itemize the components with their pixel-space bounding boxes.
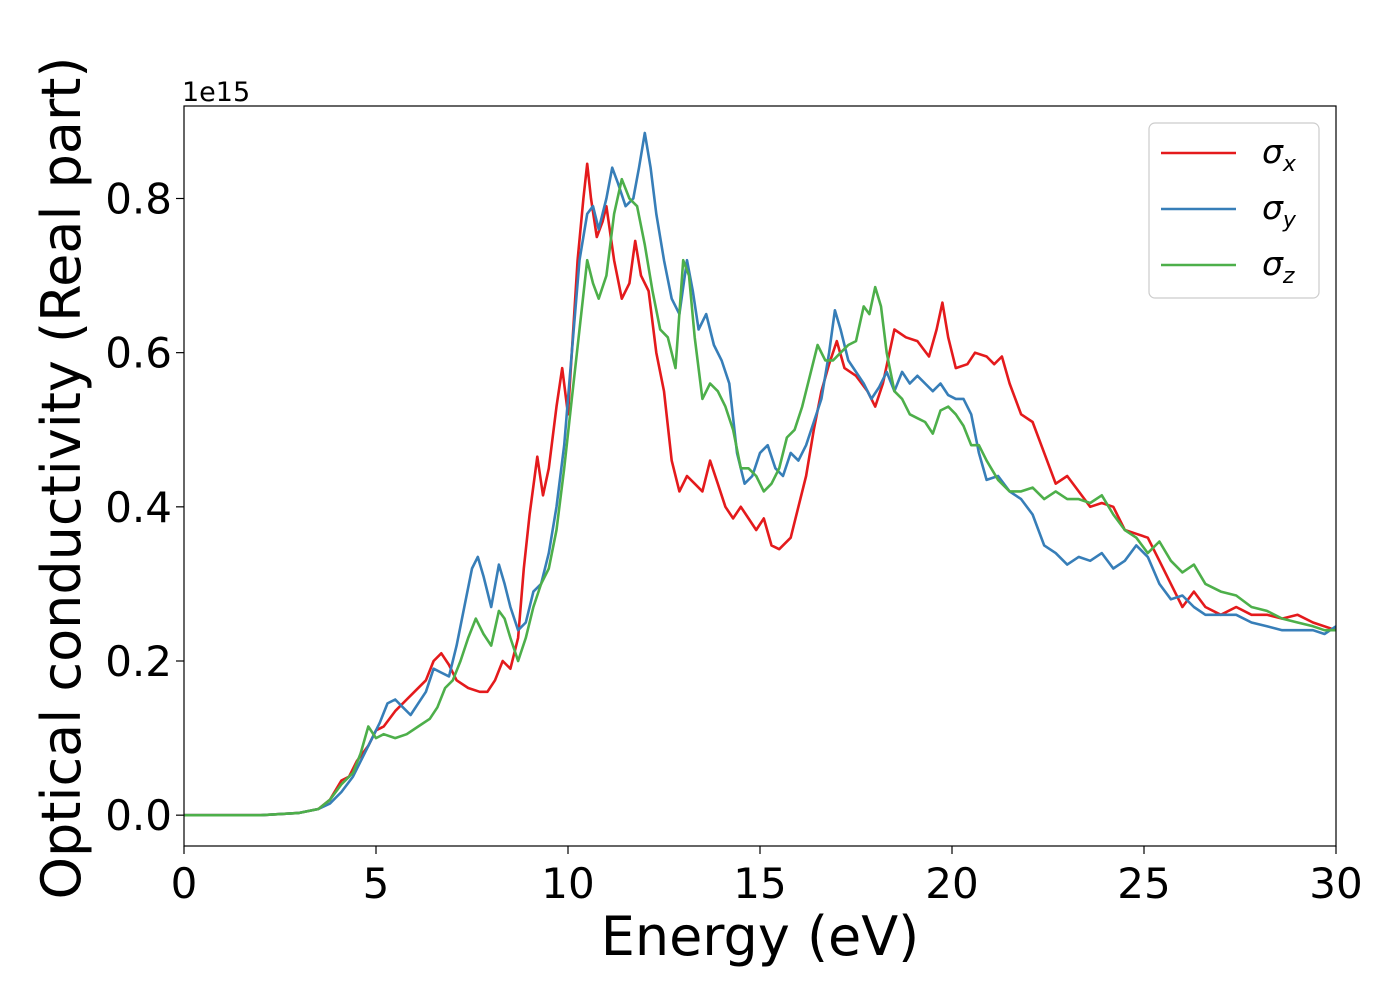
x-tick-label: 25 xyxy=(1117,859,1170,908)
y-axis-ticks: 0.0 0.2 0.4 0.6 0.8 xyxy=(105,175,184,840)
legend-box xyxy=(1148,122,1320,299)
y-offset-label: 1e15 xyxy=(182,77,250,108)
y-tick-label: 0.6 xyxy=(105,329,172,378)
legend-label-y: σy xyxy=(1262,188,1297,233)
x-tick-label: 20 xyxy=(925,859,978,908)
legend-label-x: σx xyxy=(1262,132,1297,177)
y-tick-label: 0.0 xyxy=(105,791,172,840)
x-tick-label: 0 xyxy=(171,859,198,908)
legend-label-z: σz xyxy=(1262,244,1295,289)
series-layer xyxy=(184,131,1336,817)
y-axis-title: Optical conductivity (Real part) xyxy=(30,57,93,900)
y-tick-label: 0.8 xyxy=(105,175,172,224)
series-line-z xyxy=(184,177,1336,817)
x-tick-label: 15 xyxy=(733,859,786,908)
series-line-x xyxy=(184,162,1336,817)
y-tick-label: 0.4 xyxy=(105,483,172,532)
y-tick-label: 0.2 xyxy=(105,637,172,686)
x-tick-label: 5 xyxy=(363,859,390,908)
x-axis-ticks: 0 5 10 15 20 25 30 xyxy=(171,846,1363,908)
x-tick-label: 10 xyxy=(541,859,594,908)
legend: σx σy σz xyxy=(1148,122,1320,299)
x-axis-title: Energy (eV) xyxy=(601,905,920,968)
x-tick-label: 30 xyxy=(1309,859,1362,908)
